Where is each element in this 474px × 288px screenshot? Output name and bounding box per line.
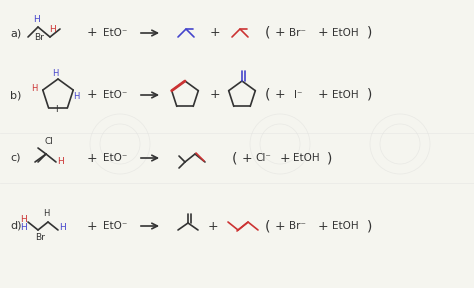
Text: ): ) — [367, 88, 373, 102]
Text: EtO⁻: EtO⁻ — [103, 28, 127, 38]
Text: H: H — [32, 84, 38, 92]
Text: +: + — [318, 219, 328, 232]
Text: +: + — [87, 219, 97, 232]
Text: Br⁻: Br⁻ — [290, 221, 307, 231]
Text: +: + — [275, 26, 285, 39]
Text: EtOH: EtOH — [332, 90, 358, 100]
Text: +: + — [87, 26, 97, 39]
Text: H: H — [19, 223, 27, 232]
Text: +: + — [208, 219, 219, 232]
Text: H: H — [49, 26, 55, 35]
Text: H: H — [59, 223, 65, 232]
Text: H: H — [52, 69, 58, 77]
Text: (: ( — [232, 151, 238, 165]
Text: +: + — [318, 88, 328, 101]
Text: +: + — [275, 88, 285, 101]
Text: I⁻: I⁻ — [294, 90, 302, 100]
Text: EtO⁻: EtO⁻ — [103, 153, 127, 163]
Text: H: H — [73, 92, 80, 101]
Text: Br⁻: Br⁻ — [290, 28, 307, 38]
Text: H: H — [43, 209, 49, 219]
Text: EtOH: EtOH — [332, 221, 358, 231]
Text: +: + — [210, 88, 220, 101]
Text: d): d) — [10, 221, 21, 231]
Text: +: + — [318, 26, 328, 39]
Text: Cl: Cl — [45, 137, 54, 147]
Text: b): b) — [10, 90, 21, 100]
Text: Br: Br — [34, 33, 44, 41]
Text: (: ( — [265, 88, 271, 102]
Text: Br: Br — [35, 234, 45, 242]
Text: EtO⁻: EtO⁻ — [103, 90, 127, 100]
Text: Cl⁻: Cl⁻ — [255, 153, 271, 163]
Text: H: H — [19, 215, 27, 223]
Text: EtOH: EtOH — [292, 153, 319, 163]
Text: EtO⁻: EtO⁻ — [103, 221, 127, 231]
Text: (: ( — [265, 26, 271, 40]
Text: +: + — [275, 219, 285, 232]
Text: +: + — [87, 88, 97, 101]
Text: +: + — [280, 151, 290, 164]
Text: EtOH: EtOH — [332, 28, 358, 38]
Text: ): ) — [367, 26, 373, 40]
Text: ): ) — [328, 151, 333, 165]
Text: +: + — [87, 151, 97, 164]
Text: ): ) — [367, 219, 373, 233]
Text: I: I — [55, 105, 58, 114]
Text: +: + — [242, 151, 252, 164]
Text: a): a) — [10, 28, 21, 38]
Text: (: ( — [265, 219, 271, 233]
Text: c): c) — [10, 153, 20, 163]
Text: H: H — [58, 158, 64, 166]
Text: H: H — [33, 16, 39, 24]
Text: +: + — [210, 26, 220, 39]
